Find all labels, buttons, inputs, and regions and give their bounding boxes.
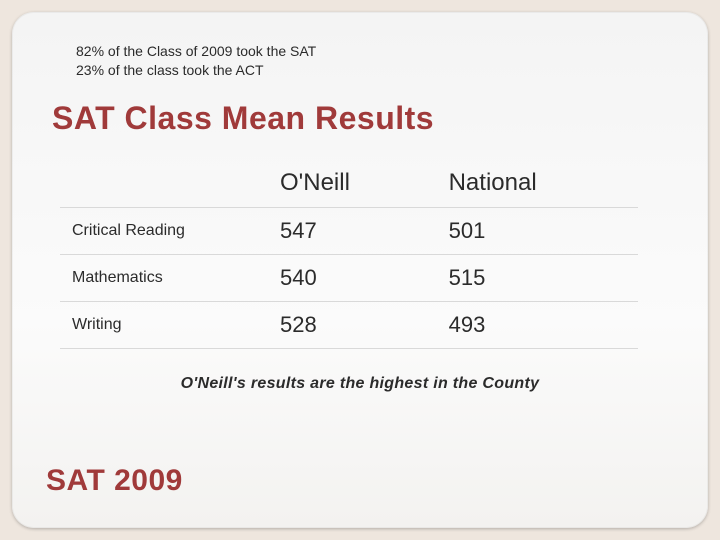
row-label: Mathematics [60, 254, 268, 301]
table-row: Mathematics 540 515 [60, 254, 638, 301]
stat-line-1: 82% of the Class of 2009 took the SAT [76, 42, 674, 61]
stat-lines: 82% of the Class of 2009 took the SAT 23… [76, 42, 674, 80]
cell-national: 501 [437, 207, 638, 254]
col-head-blank [60, 159, 268, 208]
col-head-national: National [437, 159, 638, 208]
cell-national: 515 [437, 254, 638, 301]
cell-national: 493 [437, 301, 638, 348]
cell-oneill: 528 [268, 301, 437, 348]
slide-inner: 82% of the Class of 2009 took the SAT 23… [12, 12, 708, 528]
footnote: O'Neill's results are the highest in the… [46, 375, 674, 393]
table-row: Writing 528 493 [60, 301, 638, 348]
main-title: SAT Class Mean Results [52, 100, 674, 137]
bottom-title: SAT 2009 [46, 464, 183, 498]
stat-line-2: 23% of the class took the ACT [76, 61, 674, 80]
col-head-oneill: O'Neill [268, 159, 437, 208]
row-label: Critical Reading [60, 207, 268, 254]
table-row: Critical Reading 547 501 [60, 207, 638, 254]
cell-oneill: 540 [268, 254, 437, 301]
row-label: Writing [60, 301, 268, 348]
table-header-row: O'Neill National [60, 159, 638, 208]
results-table: O'Neill National Critical Reading 547 50… [60, 159, 638, 349]
slide-outer: 82% of the Class of 2009 took the SAT 23… [0, 0, 720, 540]
cell-oneill: 547 [268, 207, 437, 254]
